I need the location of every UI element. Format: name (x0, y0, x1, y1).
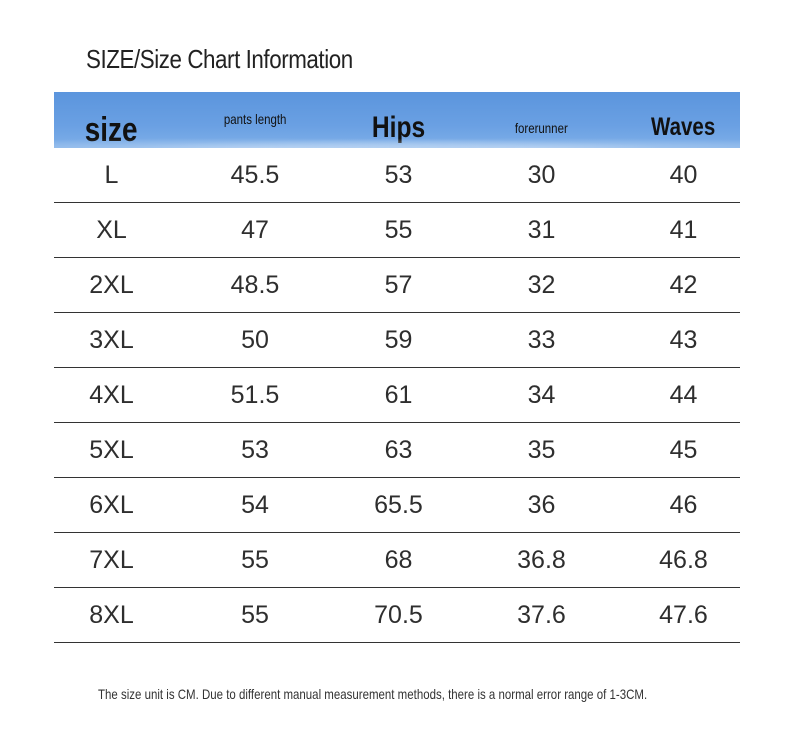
cell-forerunner: 31 (527, 216, 556, 244)
cell-hips: 55 (384, 216, 413, 244)
table-row: 3XL 50 59 33 43 (54, 313, 740, 368)
header-waves: Waves (627, 92, 740, 148)
cell-forerunner: 34 (527, 381, 556, 409)
cell-forerunner: 36.8 (517, 546, 566, 574)
cell-pants-length: 45.5 (230, 161, 280, 189)
cell-hips: 63 (384, 436, 413, 464)
cell-size: 8XL (89, 601, 134, 629)
cell-pants-length: 54 (241, 491, 269, 519)
table-row: 4XL 51.5 61 34 44 (54, 368, 740, 423)
cell-pants-length: 47 (241, 216, 269, 244)
cell-pants-length: 50 (241, 326, 269, 354)
header-forerunner-label: forerunner (515, 120, 568, 136)
page-title: SIZE/Size Chart Information (86, 44, 353, 74)
cell-size: L (104, 161, 119, 189)
cell-pants-length: 53 (241, 436, 269, 464)
table-row: 8XL 55 70.5 37.6 47.6 (54, 588, 740, 643)
cell-hips: 61 (384, 381, 413, 409)
cell-forerunner: 36 (527, 491, 556, 519)
footnote: The size unit is CM. Due to different ma… (98, 686, 648, 702)
cell-size: 6XL (89, 491, 134, 519)
cell-waves: 46.8 (659, 546, 708, 574)
cell-waves: 41 (669, 216, 698, 244)
size-chart-table: size pants length Hips forerunner Waves … (54, 92, 740, 643)
header-pants-length-label: pants length (223, 111, 287, 127)
cell-forerunner: 30 (527, 161, 556, 189)
header-size: size (54, 92, 169, 149)
header-forerunner: forerunner (484, 92, 599, 148)
cell-hips: 68 (384, 546, 413, 574)
table-row: 5XL 53 63 35 45 (54, 423, 740, 478)
table-row: XL 47 55 31 41 (54, 203, 740, 258)
header-waves-label: Waves (651, 112, 716, 141)
cell-size: 7XL (89, 546, 134, 574)
cell-hips: 57 (384, 271, 413, 299)
header-hips-label: Hips (371, 111, 426, 144)
cell-hips: 65.5 (374, 491, 423, 519)
cell-waves: 47.6 (659, 601, 708, 629)
table-row: 7XL 55 68 36.8 46.8 (54, 533, 740, 588)
cell-size: 5XL (89, 436, 134, 464)
cell-waves: 44 (669, 381, 698, 409)
cell-pants-length: 55 (241, 601, 269, 629)
cell-forerunner: 33 (527, 326, 556, 354)
cell-hips: 70.5 (374, 601, 423, 629)
cell-pants-length: 51.5 (230, 381, 280, 409)
cell-waves: 43 (669, 326, 698, 354)
table-row: L 45.5 53 30 40 (54, 148, 740, 203)
cell-size: 2XL (89, 271, 134, 299)
cell-forerunner: 37.6 (517, 601, 566, 629)
cell-waves: 40 (669, 161, 698, 189)
cell-size: 4XL (89, 381, 134, 409)
cell-hips: 53 (384, 161, 413, 189)
cell-forerunner: 35 (527, 436, 556, 464)
cell-hips: 59 (384, 326, 413, 354)
header-pants-length: pants length (199, 92, 311, 148)
table-row: 2XL 48.5 57 32 42 (54, 258, 740, 313)
cell-waves: 46 (669, 491, 698, 519)
cell-forerunner: 32 (527, 271, 556, 299)
cell-pants-length: 55 (241, 546, 269, 574)
cell-waves: 42 (669, 271, 698, 299)
cell-waves: 45 (669, 436, 698, 464)
cell-size: XL (96, 216, 127, 244)
header-size-label: size (85, 110, 138, 149)
cell-pants-length: 48.5 (230, 271, 280, 299)
cell-size: 3XL (89, 326, 134, 354)
table-row: 6XL 54 65.5 36 46 (54, 478, 740, 533)
table-header: size pants length Hips forerunner Waves (54, 92, 740, 149)
header-hips: Hips (341, 92, 456, 148)
